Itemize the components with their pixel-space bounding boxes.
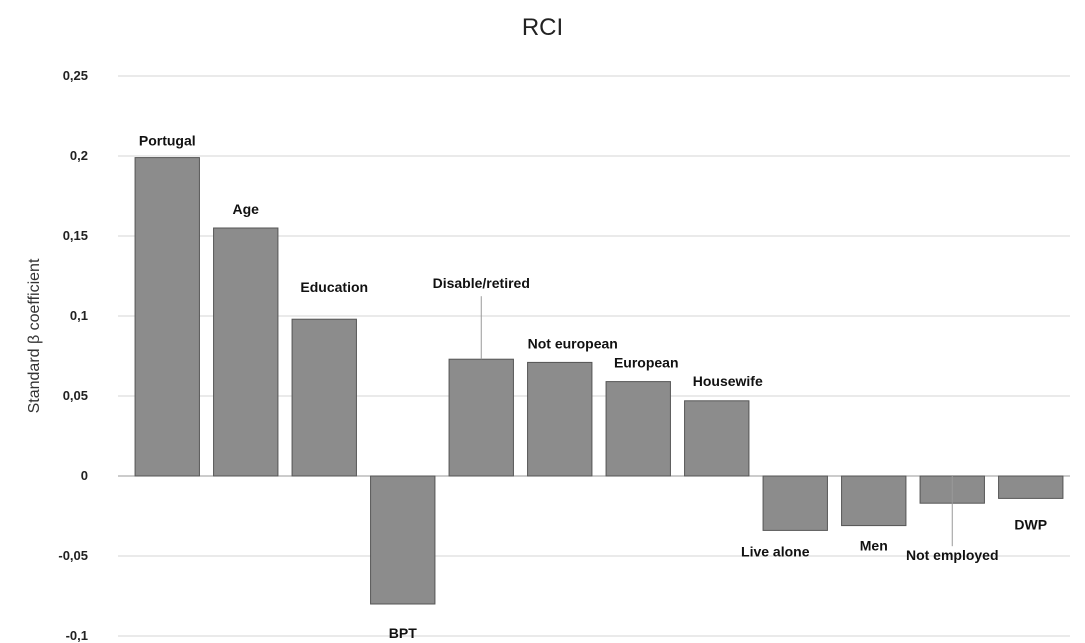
chart-title: RCI [521, 14, 564, 41]
bar [370, 475, 436, 605]
y-tick-label: 0,05 [63, 388, 88, 403]
bar [841, 475, 907, 527]
bar-label: Not employed [906, 547, 999, 563]
y-tick-label: 0,2 [70, 148, 88, 163]
y-tick-label: -0,05 [58, 548, 88, 563]
bar [998, 475, 1064, 499]
y-tick-label: 0,25 [63, 68, 88, 83]
bar [762, 475, 828, 531]
bar-label: DWP [1014, 516, 1047, 532]
bar-label: Housewife [693, 373, 763, 389]
bar [605, 381, 671, 477]
bar-label: Not european [528, 335, 618, 351]
bar-label: BPT [389, 625, 417, 641]
bar [448, 358, 514, 477]
bar-label: Disable/retired [433, 275, 530, 291]
bar [527, 361, 593, 477]
bar [684, 400, 750, 477]
y-tick-label: 0,1 [70, 308, 88, 323]
bar-label: Men [860, 538, 888, 554]
y-tick-label: 0 [81, 468, 88, 483]
bar [213, 227, 279, 477]
y-tick-label: -0,1 [66, 628, 88, 643]
bar [134, 157, 200, 477]
bar [291, 318, 357, 477]
bar-label: Age [233, 201, 260, 217]
bar-label: Portugal [139, 133, 196, 149]
bar-label: European [614, 355, 679, 371]
bar-label: Education [300, 279, 368, 295]
y-tick-label: 0,15 [63, 228, 88, 243]
bar-label: Live alone [741, 543, 810, 559]
